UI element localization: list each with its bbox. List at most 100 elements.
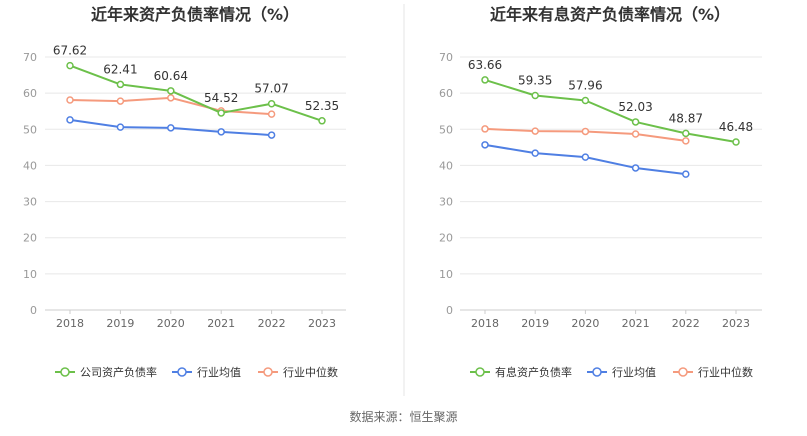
chart-title: 近年来有息资产负债率情况（%） [490,5,730,24]
legend-label: 行业中位数 [283,365,338,379]
data-point [631,164,640,172]
legend-marker-swatch [60,367,70,377]
x-tick-label: 2023 [308,317,336,330]
y-tick-label: 40 [23,159,37,172]
series-line-main [69,64,323,122]
x-tick-label: 2018 [56,317,84,330]
data-point [217,128,225,136]
data-point [267,131,276,139]
y-tick-label: 40 [439,159,453,172]
data-point [66,96,74,104]
data-point [116,80,125,89]
y-tick-label: 60 [439,87,453,100]
series-main: 67.62 62.41 60.64 54.52 57.07 52.35 [53,44,339,125]
data-point [66,61,74,70]
y-tick-label: 10 [23,268,37,281]
data-point [581,96,590,105]
data-point [167,87,175,95]
y-tick-label: 10 [439,268,453,281]
data-point [481,125,489,133]
data-point [167,124,175,132]
legend-label: 行业中位数 [698,365,753,379]
y-tick-label: 20 [439,232,453,245]
y-tick-label: 0 [446,304,453,317]
chart-interest-bearing-debt-ratio: 近年来有息资产负债率情况（%） 0 10 20 30 40 50 60 70 2018 2019 20… [439,5,762,379]
data-point [66,116,74,124]
data-point [631,118,640,126]
data-point [531,91,539,100]
data-point [531,149,539,157]
series-line-main [484,78,737,143]
data-point [267,99,276,108]
series-main: 63.66 59.35 57.96 52.03 48.87 46.48 [468,58,753,146]
data-point [481,76,489,84]
data-point [217,109,225,117]
x-tick-label: 2022 [258,317,286,330]
x-tick-label: 2020 [571,317,599,330]
legend-label: 行业均值 [612,366,656,379]
y-tick-label: 20 [23,232,37,245]
data-point [318,117,326,125]
data-point [682,137,690,145]
x-tick-label: 2021 [207,317,235,330]
data-point [116,97,125,105]
legend: 公司资产负债率 行业均值 行业中位数 [55,365,338,379]
data-label: 67.62 [53,44,87,58]
legend-label: 有息资产负债率 [495,365,572,379]
data-point [116,123,125,131]
data-label: 63.66 [468,58,502,72]
legend-marker-swatch [177,367,187,377]
data-label: 57.96 [568,79,602,93]
legend-item-industry-average[interactable]: 行业均值 [587,366,656,379]
y-tick-label: 30 [23,196,37,209]
legend-label: 公司资产负债率 [80,365,157,379]
legend-marker-swatch [678,367,688,377]
data-label: 54.52 [204,91,238,105]
x-tick-label: 2022 [672,317,700,330]
legend: 有息资产负债率 行业均值 行业中位数 [470,365,753,379]
series-industry-median [481,125,690,145]
legend-marker-swatch [592,367,602,377]
legend-item-industry-median[interactable]: 行业中位数 [673,365,753,379]
x-tick-label: 2021 [622,317,650,330]
x-tick-label: 2018 [471,317,499,330]
chart-title: 近年来资产负债率情况（%） [91,5,299,24]
legend-item-industry-average[interactable]: 行业均值 [172,366,241,379]
data-label: 60.64 [154,69,188,83]
data-point [581,153,590,161]
series-industry-average [66,116,276,139]
data-point [631,130,640,138]
y-tick-label: 70 [23,51,37,64]
y-tick-label: 60 [23,87,37,100]
data-point [481,141,489,149]
series-industry-average [481,141,690,178]
data-label: 46.48 [719,120,753,134]
data-point [581,127,590,136]
data-label: 48.87 [669,111,703,125]
legend-item-industry-median[interactable]: 行业中位数 [258,365,338,379]
legend-marker-swatch [263,367,273,377]
data-point [531,127,539,135]
data-label: 59.35 [518,73,552,87]
data-label: 62.41 [103,62,137,76]
x-tick-label: 2023 [722,317,750,330]
y-tick-label: 50 [23,123,37,136]
data-point [167,94,175,102]
data-point [267,110,276,118]
chart-debt-ratio: 近年来资产负债率情况（%） 0 10 20 30 40 50 60 70 2018 2019 2020… [23,5,346,379]
data-label: 52.35 [305,99,339,113]
x-tick-label: 2020 [157,317,185,330]
y-tick-label: 0 [30,304,37,317]
x-tick-label: 2019 [106,317,134,330]
legend-item-main[interactable]: 有息资产负债率 [470,365,572,379]
y-tick-label: 30 [439,196,453,209]
legend-item-main[interactable]: 公司资产负债率 [55,365,157,379]
source-note: 数据来源：恒生聚源 [349,409,457,424]
data-label: 57.07 [254,82,288,96]
legend-marker-swatch [475,367,485,377]
y-tick-label: 50 [439,123,453,136]
legend-label: 行业均值 [197,366,241,379]
data-label: 52.03 [618,100,652,114]
x-tick-label: 2019 [521,317,549,330]
